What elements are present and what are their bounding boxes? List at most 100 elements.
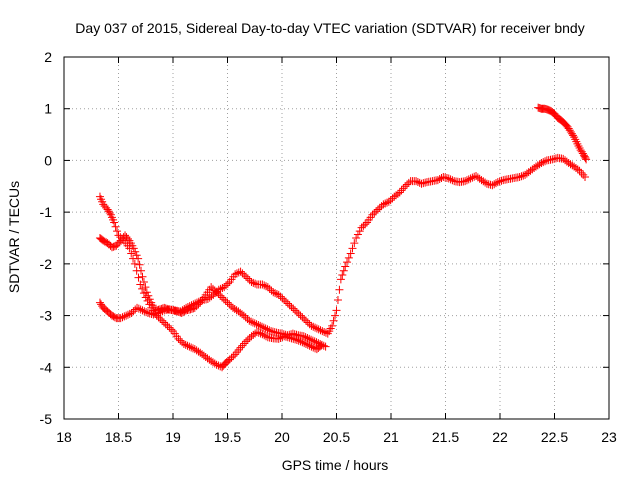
x-tick-label-3: 19.5 [214,429,241,445]
data-point-fill-track-b-46-2 [339,266,348,275]
data-point-fill-track-b-44-1 [329,316,338,325]
data-point-track-c-25 [207,283,216,292]
y-axis-label: SDTVAR / TECUs [6,181,22,293]
data-point-fill-track-a-31-1 [254,328,263,337]
data-point-track-b-52 [368,210,377,219]
data-point-fill-track-b-50-1 [359,221,368,230]
x-tick-label-6: 21 [383,429,399,445]
data-point-track-c-42 [299,332,308,341]
x-axis-label: GPS time / hours [282,457,389,473]
data-point-fill-track-b-82-2 [535,160,544,169]
data-point-track-a-32 [258,330,267,339]
data-point-fill-track-a-31-2 [256,329,265,338]
data-point-fill-track-a-4-1 [111,222,120,231]
data-point-fill-track-b-48-2 [350,239,359,248]
data-point-fill-track-c-32-1 [247,317,256,326]
data-point-fill-track-a-8-2 [134,273,143,282]
data-point-track-b-39 [301,316,310,325]
data-point-fill-track-b-34-1 [276,292,285,301]
y-tick-label-0: 2 [44,49,52,65]
data-point-fill-track-b-56-2 [393,189,402,198]
data-point-track-d-15 [582,155,591,164]
y-tick-label-2: 0 [44,152,52,168]
data-point-fill-track-b-27-2 [240,271,249,280]
y-tick-label-1: 1 [44,101,52,117]
data-point-fill-track-c-33-1 [252,320,261,329]
data-point-fill-track-b-83-2 [541,157,550,166]
data-point-track-b-45 [332,306,341,315]
data-point-track-b-66 [444,174,453,183]
data-point-track-c-11 [142,288,151,297]
data-point-fill-track-a-29-1 [243,335,252,344]
data-point-track-b-42 [318,327,327,336]
data-point-track-a-17 [179,340,188,349]
data-point-fill-track-a-41-1 [309,343,318,352]
y-tick-label-3: -1 [40,204,53,220]
series-track-a [95,192,326,372]
data-point-fill-track-b-75-2 [497,176,506,185]
data-point-track-b-79 [515,172,524,181]
data-point-fill-track-a-28-1 [238,341,247,350]
y-tick-label-5: -3 [40,308,53,324]
data-point-track-b-73 [482,179,491,188]
data-point-fill-track-b-58-2 [404,178,413,187]
data-point-fill-track-b-24-1 [222,281,231,290]
data-point-track-b-54 [379,200,388,209]
data-point-fill-track-b-37-1 [292,308,301,317]
data-point-fill-track-c-27-1 [219,295,228,304]
data-point-track-c-32 [245,316,254,325]
data-point-fill-track-b-41-1 [314,325,323,334]
data-point-track-a-31 [252,328,261,337]
data-point-fill-track-b-37-2 [294,309,303,318]
data-point-fill-track-a-2-2 [105,209,114,218]
data-point-track-b-50 [357,223,366,232]
data-point-fill-track-c-45-1 [317,340,326,349]
data-point-fill-track-b-38-1 [298,313,307,322]
data-point-track-b-32 [263,283,272,292]
data-point-track-a-13 [158,316,167,325]
data-point-fill-track-b-47-2 [344,253,353,262]
data-point-track-c-33 [250,319,259,328]
data-point-fill-track-b-52-2 [372,207,381,216]
data-point-fill-track-c-26-2 [216,291,225,300]
data-point-track-c-40 [288,329,297,338]
data-point-fill-track-b-55-1 [386,196,395,205]
data-point-track-a-41 [307,342,316,351]
data-point-fill-track-b-90-2 [579,170,588,179]
data-point-fill-track-b-39-1 [303,318,312,327]
data-point-track-b-40 [307,321,316,330]
data-point-fill-track-b-36-2 [289,304,298,313]
data-point-track-b-44 [328,321,337,330]
data-point-track-c-36 [267,327,276,336]
data-point-fill-track-c-25-1 [208,284,217,293]
data-point-fill-track-b-26-2 [234,268,243,277]
data-point-fill-track-b-83-1 [539,158,548,167]
data-point-fill-track-c-32-2 [248,318,257,327]
data-point-fill-track-b-61-1 [419,179,428,188]
data-point-track-b-46 [336,275,345,284]
data-point-fill-track-b-70-2 [470,172,479,181]
data-point-fill-track-c-8-1 [131,247,140,256]
data-point-track-a-23 [212,360,221,369]
data-point-fill-track-c-33-2 [254,321,263,330]
data-point-track-b-58 [401,182,410,191]
data-point-track-b-90 [575,166,584,175]
data-point-track-c-44 [310,337,319,346]
data-point-track-c-45 [316,340,325,349]
data-point-fill-track-b-29-1 [249,278,258,287]
data-point-fill-track-a-17-1 [181,340,190,349]
data-point-track-a-28 [236,343,245,352]
data-point-fill-track-b-69-1 [462,176,471,185]
data-point-fill-track-b-66-1 [446,175,455,184]
x-tick-label-8: 22 [492,429,508,445]
x-tick-label-9: 22.5 [541,429,568,445]
data-point-track-b-36 [285,301,294,310]
data-point-track-b-64 [433,176,442,185]
data-point-fill-track-b-52-1 [370,209,379,218]
data-point-track-c-35 [261,324,270,333]
data-point-fill-track-c-27-2 [221,296,230,305]
data-point-fill-track-b-44-2 [331,311,340,320]
data-point-track-a-18 [185,342,194,351]
data-point-fill-track-a-13-1 [159,318,168,327]
